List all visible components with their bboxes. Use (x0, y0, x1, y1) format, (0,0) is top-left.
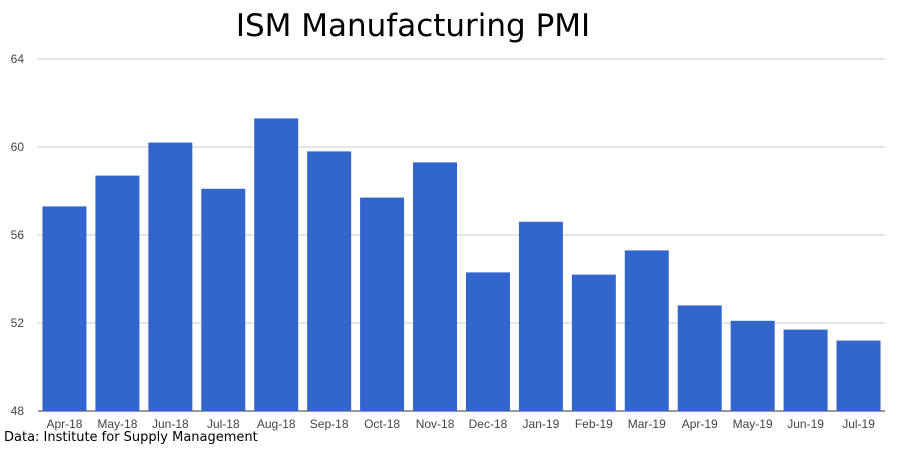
bar-jun-18 (148, 142, 193, 411)
x-tick-label: Apr-18 (46, 417, 82, 431)
bar-apr-19 (677, 305, 722, 411)
y-tick-label: 56 (11, 228, 25, 242)
bar-feb-19 (571, 274, 616, 411)
bar-oct-18 (360, 197, 405, 411)
y-tick-label: 64 (11, 52, 25, 66)
x-tick-label: Dec-18 (469, 417, 508, 431)
x-tick-label: Jun-19 (787, 417, 824, 431)
x-tick-label: Oct-18 (364, 417, 400, 431)
x-tick-label: Feb-19 (575, 417, 613, 431)
bar-sep-18 (307, 151, 352, 411)
x-tick-label: Jul-19 (842, 417, 875, 431)
x-tick-label: Apr-19 (682, 417, 718, 431)
x-tick-label: Mar-19 (628, 417, 666, 431)
x-tick-label: May-18 (97, 417, 137, 431)
y-tick-label: 52 (11, 316, 25, 330)
x-tick-label: Nov-18 (416, 417, 455, 431)
bar-apr-18 (42, 206, 87, 411)
bar-jan-19 (518, 221, 563, 411)
x-tick-label: Jul-18 (207, 417, 240, 431)
source-note: Data: Institute for Supply Management (4, 430, 258, 445)
bar-aug-18 (254, 118, 299, 412)
y-tick-label: 60 (11, 140, 25, 154)
x-tick-label: Sep-18 (310, 417, 349, 431)
x-tick-label: May-19 (733, 417, 773, 431)
bar-mar-19 (624, 250, 669, 411)
bar-may-19 (730, 320, 775, 411)
chart-title: ISM Manufacturing PMI (235, 8, 591, 44)
bar-jul-18 (201, 188, 246, 411)
bar-jun-19 (783, 329, 828, 411)
y-tick-label: 48 (11, 404, 25, 418)
x-tick-label: Aug-18 (257, 417, 296, 431)
bar-nov-18 (413, 162, 458, 411)
bar-dec-18 (465, 272, 510, 411)
x-tick-label: Jun-18 (152, 417, 189, 431)
x-tick-label: Jan-19 (523, 417, 560, 431)
bar-may-18 (95, 175, 140, 411)
bar-jul-19 (836, 340, 881, 411)
